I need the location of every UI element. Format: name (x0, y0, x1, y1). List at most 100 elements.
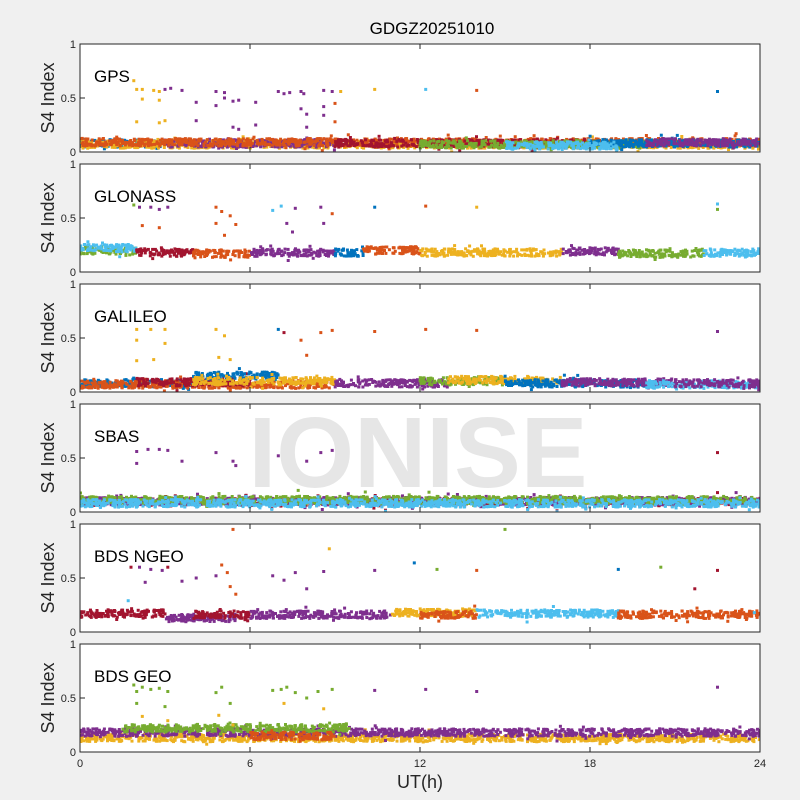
data-point (640, 140, 644, 143)
data-point (318, 137, 322, 141)
data-point (636, 150, 640, 152)
data-point (405, 137, 409, 141)
data-point (102, 144, 106, 148)
data-point (539, 140, 543, 144)
data-point (545, 141, 548, 145)
data-point (311, 256, 315, 260)
data-point (376, 251, 380, 255)
data-point (709, 139, 713, 143)
data-point (442, 254, 446, 258)
data-point (234, 144, 238, 148)
data-point (458, 141, 462, 145)
data-point (233, 142, 237, 146)
data-point (432, 250, 436, 254)
data-point (239, 145, 243, 148)
data-point (561, 252, 565, 256)
data-point (214, 255, 218, 259)
data-point (583, 138, 586, 142)
data-point (466, 139, 470, 143)
data-point (529, 137, 533, 141)
data-point (98, 140, 102, 144)
data-point (628, 138, 632, 142)
data-point (333, 253, 337, 256)
data-point (269, 244, 273, 248)
data-point (437, 139, 441, 143)
data-point (508, 248, 511, 252)
data-point (375, 142, 379, 145)
data-point (687, 138, 691, 142)
data-point (624, 145, 628, 149)
data-point (216, 251, 220, 255)
data-point (406, 246, 410, 250)
data-point (114, 141, 118, 145)
data-point (590, 135, 594, 139)
data-point (312, 146, 316, 150)
data-point (336, 249, 340, 253)
data-point (599, 145, 603, 149)
data-point (293, 145, 297, 149)
data-point (348, 136, 352, 139)
data-point (226, 140, 230, 144)
data-point (259, 145, 263, 149)
data-point (414, 145, 418, 149)
data-point (85, 252, 89, 256)
data-point (330, 90, 334, 93)
data-point (226, 250, 230, 254)
data-point (690, 138, 694, 142)
data-point (631, 248, 635, 252)
data-point (184, 141, 188, 144)
data-point (359, 139, 363, 143)
data-point (694, 143, 698, 147)
data-point (252, 247, 256, 251)
data-point (378, 251, 382, 254)
data-point (561, 146, 565, 150)
data-point (362, 247, 365, 251)
data-point (436, 143, 440, 147)
data-point (343, 144, 347, 148)
data-point (163, 119, 167, 123)
data-point (480, 145, 484, 149)
data-point (475, 139, 479, 143)
data-point (733, 144, 737, 148)
data-point (309, 248, 313, 252)
data-point (631, 138, 635, 142)
data-point (397, 138, 401, 142)
data-point (462, 145, 466, 149)
data-point (282, 92, 286, 96)
data-point (83, 144, 87, 148)
data-point (602, 145, 606, 149)
data-point (389, 141, 393, 145)
data-point (568, 141, 572, 145)
data-point (339, 142, 343, 146)
data-point (583, 251, 587, 255)
data-point (377, 247, 381, 251)
data-point (280, 249, 284, 253)
data-point (128, 140, 132, 144)
data-point (643, 144, 647, 148)
data-point (444, 137, 448, 141)
data-point (171, 249, 175, 253)
data-point (461, 253, 465, 257)
data-point (401, 251, 405, 255)
data-point (701, 143, 705, 147)
data-point (697, 146, 701, 150)
data-point (283, 247, 287, 251)
data-point (247, 249, 251, 253)
data-point (578, 247, 582, 251)
data-point (438, 146, 442, 150)
data-point (286, 247, 290, 251)
data-point (426, 248, 430, 252)
data-point (489, 139, 493, 143)
data-point (221, 249, 225, 253)
data-point (564, 142, 568, 146)
data-point (589, 145, 592, 149)
data-point (118, 143, 122, 147)
data-point (331, 141, 335, 144)
data-point (556, 146, 560, 150)
data-point (452, 252, 456, 256)
data-point (163, 143, 167, 147)
data-point (731, 146, 735, 150)
data-point (293, 140, 297, 144)
data-point (119, 247, 123, 251)
data-point (510, 138, 514, 142)
